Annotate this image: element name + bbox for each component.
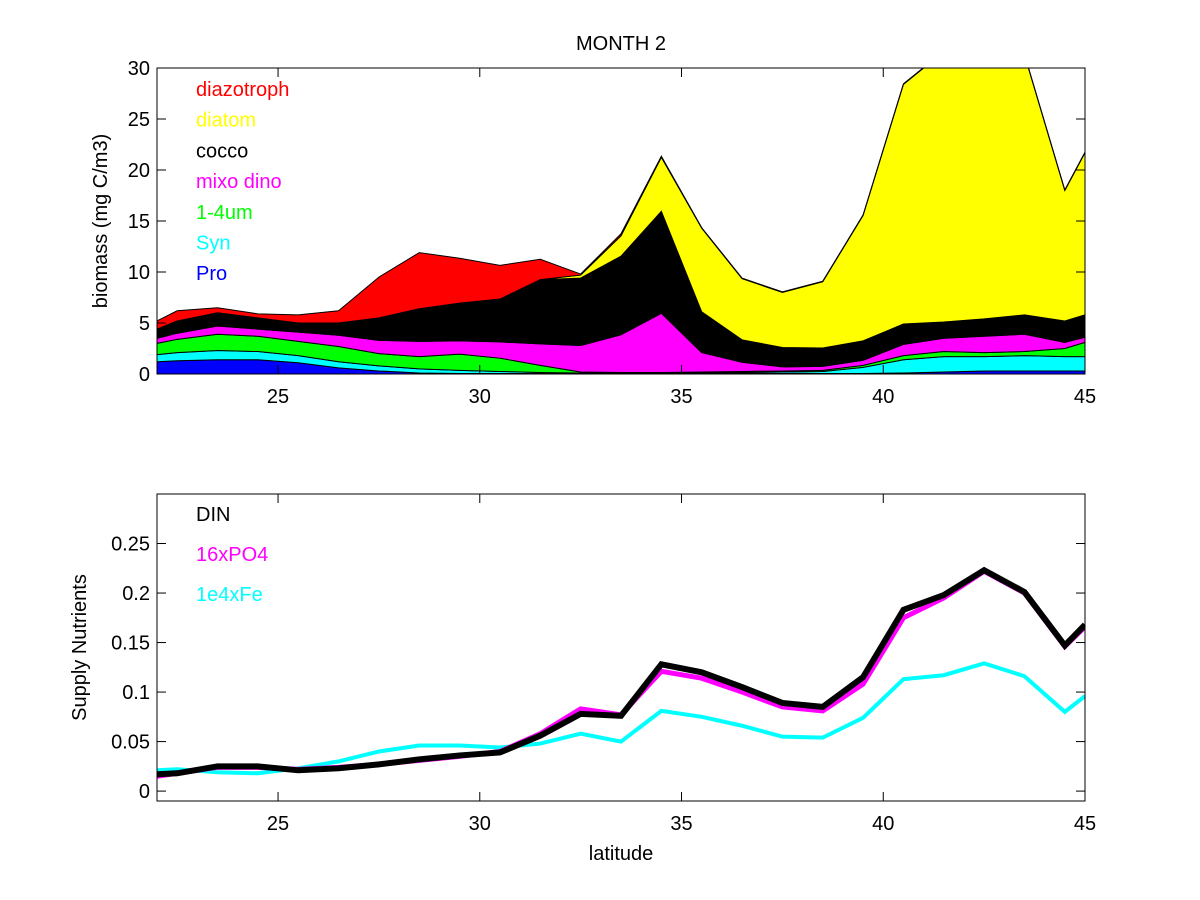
legend-16xpo4: 16xPO4	[196, 544, 268, 566]
x-tick-label: 35	[670, 813, 692, 835]
y-tick-label: 0.25	[111, 534, 150, 556]
y-tick-label: 20	[128, 160, 150, 182]
y-tick-label: 25	[128, 109, 150, 131]
nutrients-chart: 25 30 35 40 45 0 0.05 0.1 0.15 0.2 0.25 latitude S…	[69, 493, 1096, 865]
y-tick-label: 10	[128, 262, 150, 284]
legend-syn: Syn	[196, 233, 230, 255]
legend-din: DIN	[196, 504, 230, 526]
y-tick-label: 0.2	[122, 583, 150, 605]
y-tick-label: 0	[139, 364, 150, 386]
x-tick-label: 30	[469, 813, 491, 835]
bottom-axes-frame	[156, 493, 1086, 802]
x-tick-label: 30	[469, 386, 491, 408]
legend-1-4um: 1-4um	[196, 202, 253, 224]
legend-1e4xfe: 1e4xFe	[196, 584, 263, 606]
x-tick-label: 35	[670, 386, 692, 408]
legend-diatom: diatom	[196, 110, 256, 132]
x-tick-label: 25	[267, 813, 289, 835]
x-tick-label: 45	[1074, 386, 1096, 408]
legend-diazotroph: diazotroph	[196, 79, 289, 101]
legend-cocco: cocco	[196, 140, 248, 162]
x-tick-label: 25	[267, 386, 289, 408]
y-tick-label: 30	[128, 58, 150, 80]
area-diazotroph	[157, 68, 1085, 330]
y-tick-label: 5	[139, 313, 150, 335]
x-tick-label: 45	[1074, 813, 1096, 835]
y-tick-label: 15	[128, 211, 150, 233]
x-tick-label: 40	[872, 813, 894, 835]
line-din	[157, 566, 1085, 778]
x-tick-label: 40	[872, 386, 894, 408]
y-tick-label: 0.1	[122, 682, 150, 704]
chart-title: MONTH 2	[576, 33, 666, 55]
legend-mixo-dino: mixo dino	[196, 171, 282, 193]
y-tick-label: 0.05	[111, 732, 150, 754]
y-tick-label: 0	[139, 781, 150, 803]
x-axis-label: latitude	[589, 843, 654, 865]
legend-pro: Pro	[196, 263, 227, 285]
y-axis-label: Supply Nutrients	[69, 574, 91, 721]
y-tick-label: 0.15	[111, 633, 150, 655]
y-axis-label: biomass (mg C/m3)	[90, 134, 112, 308]
biomass-chart: 25 30 35 40 45 0 5 10 15 20 25 30 MONTH 2 biomass (…	[90, 33, 1096, 408]
